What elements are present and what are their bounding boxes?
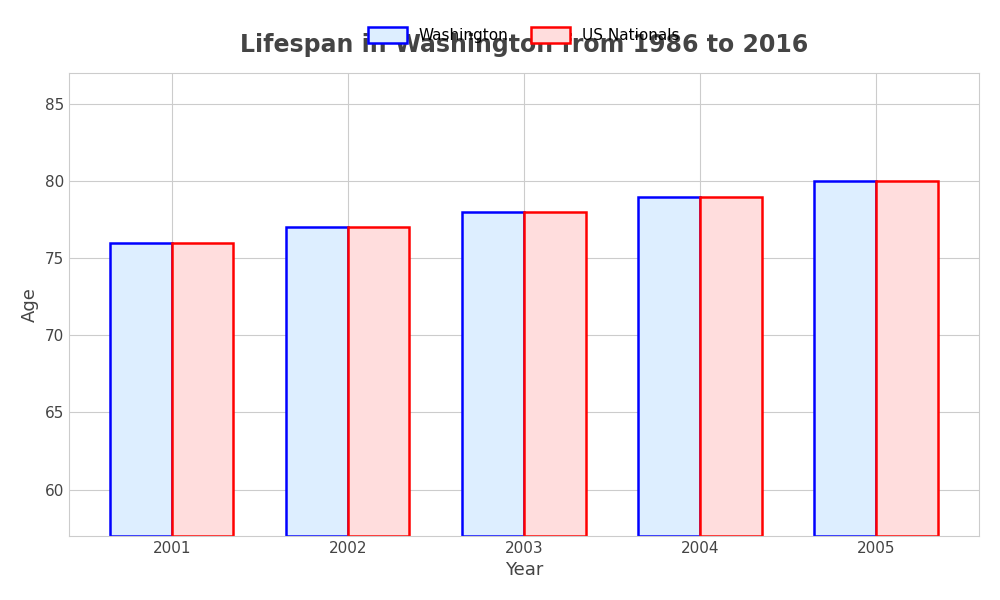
Bar (286, 227, 348, 536)
Bar (814, 181, 876, 536)
Title: Lifespan in Washington from 1986 to 2016: Lifespan in Washington from 1986 to 2016 (240, 34, 808, 58)
Bar (348, 227, 409, 536)
X-axis label: Year: Year (505, 561, 543, 579)
Bar (172, 243, 233, 536)
Y-axis label: Age: Age (21, 287, 39, 322)
Bar (524, 212, 586, 536)
Bar (638, 197, 700, 536)
Bar (462, 212, 524, 536)
Bar (700, 197, 762, 536)
Bar (110, 243, 172, 536)
Bar (876, 181, 938, 536)
Legend: Washington, US Nationals: Washington, US Nationals (362, 21, 686, 49)
